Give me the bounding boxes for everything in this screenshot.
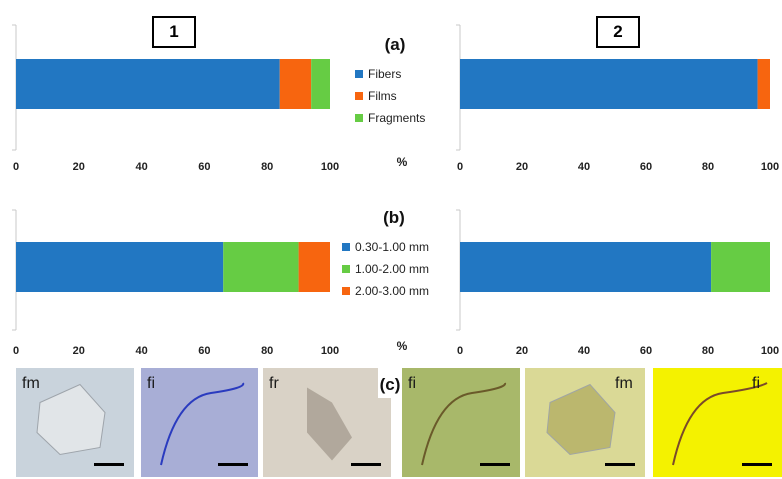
legend-b: 0.30-1.00 mm 1.00-2.00 mm 2.00-3.00 mm bbox=[342, 240, 429, 298]
x-tick-label: 40 bbox=[135, 345, 147, 357]
scale-bar bbox=[218, 463, 248, 466]
x-axis-label: % bbox=[397, 155, 408, 169]
bar-segment-films bbox=[279, 59, 312, 109]
legend-label: Fibers bbox=[368, 67, 401, 81]
film-particle bbox=[546, 383, 616, 456]
x-tick-label: 0 bbox=[457, 345, 463, 357]
x-tick-label: 60 bbox=[640, 161, 652, 173]
x-tick-label: 20 bbox=[516, 161, 528, 173]
bar-segment-fibers bbox=[16, 59, 280, 109]
panel-letter-c: (c) bbox=[380, 375, 401, 394]
x-tick-label: 40 bbox=[578, 345, 590, 357]
photo-label: fm bbox=[615, 375, 633, 392]
x-tick-label: 80 bbox=[702, 161, 714, 173]
panel-number-2-text: 2 bbox=[613, 22, 623, 41]
legend-label: 0.30-1.00 mm bbox=[355, 240, 429, 254]
panel-letter-c-bg bbox=[378, 368, 402, 398]
micro-photo-4: fi bbox=[402, 368, 520, 477]
x-tick-label: 100 bbox=[321, 345, 339, 357]
micro-photo-6: fi bbox=[653, 368, 782, 477]
bar-segment-fragments bbox=[311, 59, 330, 109]
bar-segment-1-00-2-00-mm bbox=[711, 242, 770, 292]
legend-label: 1.00-2.00 mm bbox=[355, 262, 429, 276]
legend-swatch bbox=[342, 265, 350, 273]
legends-layer: (a) (b) Fibers Films Fragments 0.30-1.00 mm 1.… bbox=[342, 35, 429, 298]
chart-2: 0 20 40 60 80 100 bbox=[456, 24, 779, 173]
micro-photo-1: fm bbox=[16, 368, 134, 477]
scale-bar bbox=[742, 463, 772, 466]
photo-label: fi bbox=[408, 375, 416, 392]
film-particle bbox=[36, 383, 106, 456]
photo-label: fr bbox=[269, 375, 279, 392]
panel-number-1-text: 1 bbox=[169, 22, 179, 41]
bar-segment-1-00-2-00-mm bbox=[223, 242, 299, 292]
scale-bar bbox=[605, 463, 635, 466]
micro-photo-2: fi bbox=[141, 368, 258, 477]
x-tick-label: 100 bbox=[761, 161, 779, 173]
x-tick-label: 20 bbox=[73, 161, 85, 173]
x-tick-label: 60 bbox=[198, 345, 210, 357]
fiber-particle bbox=[672, 382, 768, 466]
legend-swatch bbox=[342, 243, 350, 251]
x-tick-label: 0 bbox=[13, 161, 19, 173]
panel-letter-a: (a) bbox=[385, 35, 406, 54]
scale-bar bbox=[480, 463, 510, 466]
chart-3: 0 20 40 60 80 100% bbox=[12, 209, 408, 357]
x-tick-label: 40 bbox=[135, 161, 147, 173]
legend-swatch bbox=[355, 114, 363, 122]
charts-layer: 0 20 40 60 80 100% 0 20 40 60 80 100 0 20 40 60 80 100% 0 2… bbox=[12, 24, 779, 357]
photos-layer: fm fi fr fi fm fi (c) bbox=[16, 368, 782, 477]
bar-segment-0-30-1-00-mm bbox=[460, 242, 712, 292]
legend-swatch bbox=[342, 287, 350, 295]
x-tick-label: 40 bbox=[578, 161, 590, 173]
fiber-particle bbox=[160, 382, 245, 466]
panel-letter-b: (b) bbox=[383, 208, 405, 227]
photo-background bbox=[402, 368, 520, 477]
photo-label: fi bbox=[752, 375, 760, 392]
legend-swatch bbox=[355, 92, 363, 100]
x-axis-label: % bbox=[397, 339, 408, 353]
x-tick-label: 80 bbox=[261, 161, 273, 173]
x-tick-label: 20 bbox=[73, 345, 85, 357]
x-tick-label: 0 bbox=[13, 345, 19, 357]
bar-segment-fibers bbox=[460, 59, 758, 109]
x-tick-label: 60 bbox=[198, 161, 210, 173]
legend-label: Films bbox=[368, 89, 397, 103]
x-tick-label: 20 bbox=[516, 345, 528, 357]
bar-segment-films bbox=[757, 59, 770, 109]
x-tick-label: 100 bbox=[761, 345, 779, 357]
x-tick-label: 60 bbox=[640, 345, 652, 357]
photo-label: fm bbox=[22, 375, 40, 392]
legend-a: Fibers Films Fragments bbox=[355, 67, 425, 125]
micro-photo-5: fm bbox=[525, 368, 645, 477]
legend-swatch bbox=[355, 70, 363, 78]
scale-bar bbox=[351, 463, 381, 466]
legend-label: Fragments bbox=[368, 111, 425, 125]
panel-number-2: 2 bbox=[596, 16, 640, 48]
micro-photo-3: fr bbox=[263, 368, 391, 477]
chart-4: 0 20 40 60 80 100 bbox=[456, 209, 779, 357]
fiber-particle bbox=[421, 382, 507, 466]
scale-bar bbox=[94, 463, 124, 466]
x-tick-label: 80 bbox=[702, 345, 714, 357]
x-tick-label: 80 bbox=[261, 345, 273, 357]
bar-segment-0-30-1-00-mm bbox=[16, 242, 224, 292]
photo-background bbox=[141, 368, 258, 477]
legend-label: 2.00-3.00 mm bbox=[355, 284, 429, 298]
fragment-particle bbox=[307, 387, 352, 461]
x-tick-label: 0 bbox=[457, 161, 463, 173]
x-tick-label: 100 bbox=[321, 161, 339, 173]
panel-number-1: 1 bbox=[152, 16, 196, 48]
chart-1: 0 20 40 60 80 100% bbox=[12, 24, 408, 173]
bar-segment-2-00-3-00-mm bbox=[298, 242, 330, 292]
photo-label: fi bbox=[147, 375, 155, 392]
